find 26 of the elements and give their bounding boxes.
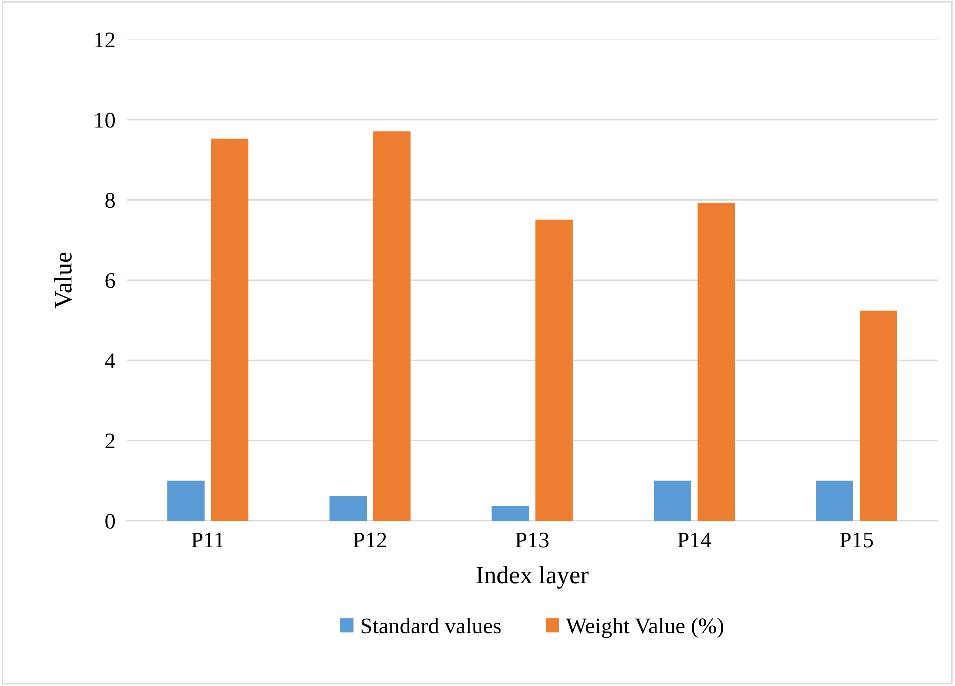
x-tick-label: P13 xyxy=(516,532,549,548)
bar xyxy=(860,310,898,522)
y-tick-label: 4 xyxy=(105,354,116,368)
bar xyxy=(492,506,530,522)
x-tick-label: P12 xyxy=(354,532,386,548)
bar xyxy=(211,138,249,522)
bar xyxy=(654,480,692,522)
bar xyxy=(698,203,736,522)
y-tick-label: 12 xyxy=(96,32,115,48)
bar xyxy=(330,496,368,522)
legend-label: Weight Value (%) xyxy=(566,618,724,638)
bar xyxy=(536,220,573,522)
y-tick-label: 2 xyxy=(106,434,115,449)
y-axis-title: Value xyxy=(54,252,72,309)
y-tick-label: 0 xyxy=(106,514,116,529)
bar xyxy=(373,132,411,522)
x-tick-label: P15 xyxy=(840,532,874,548)
legend-label: Standard values xyxy=(362,618,501,634)
y-tick-label: 8 xyxy=(106,193,116,208)
x-axis-title: Index layer xyxy=(476,566,589,589)
y-tick-label: 10 xyxy=(96,112,116,128)
y-tick-label: 6 xyxy=(106,273,116,288)
x-tick-label: P11 xyxy=(192,532,224,548)
bar xyxy=(816,480,854,522)
bar xyxy=(168,480,205,522)
x-tick-label: P14 xyxy=(678,532,712,548)
